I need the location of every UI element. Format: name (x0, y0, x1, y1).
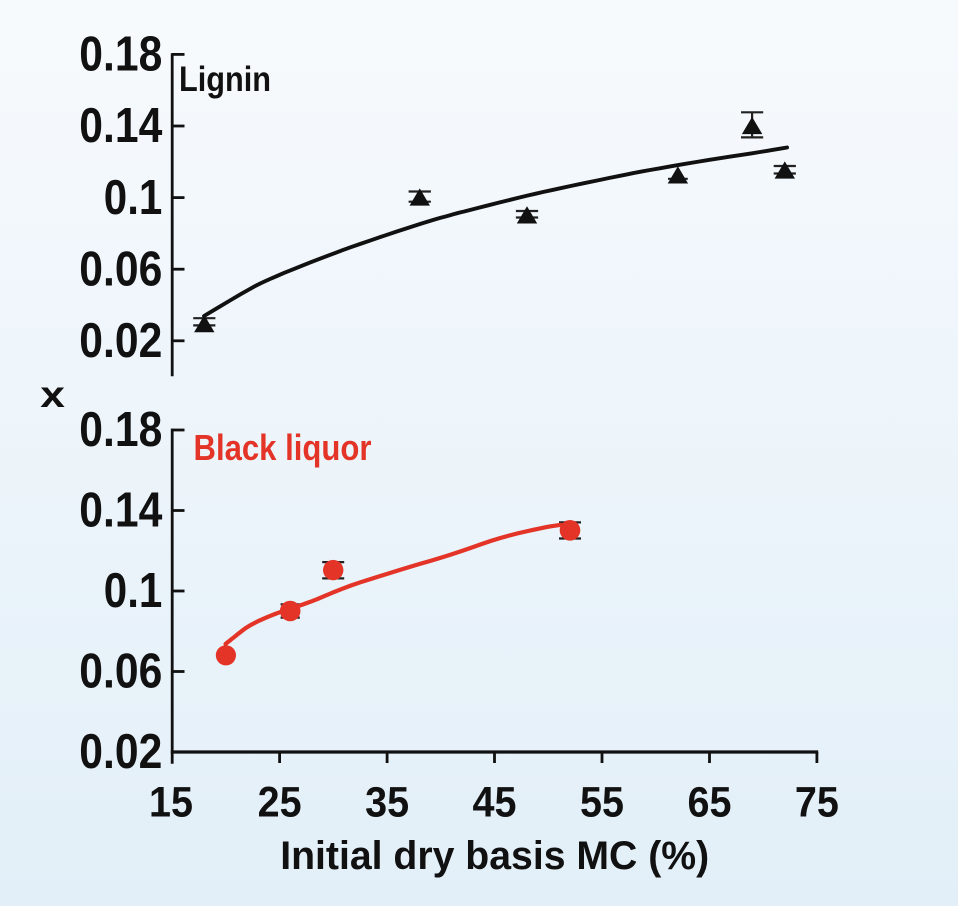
svg-text:0.1: 0.1 (104, 171, 163, 225)
svg-text:0.1: 0.1 (104, 564, 163, 618)
svg-text:65: 65 (688, 779, 732, 827)
svg-text:0.18: 0.18 (79, 403, 162, 457)
svg-text:35: 35 (365, 779, 409, 827)
svg-text:Black liquor: Black liquor (194, 427, 372, 468)
svg-text:15: 15 (149, 779, 193, 827)
svg-text:75: 75 (795, 779, 839, 827)
svg-text:0.02: 0.02 (79, 725, 162, 779)
svg-text:Lignin: Lignin (179, 60, 271, 99)
svg-text:0.14: 0.14 (79, 99, 162, 153)
svg-text:Initial dry basis MC (%): Initial dry basis MC (%) (280, 834, 709, 878)
svg-text:0.06: 0.06 (79, 645, 162, 699)
svg-text:55: 55 (580, 779, 624, 827)
svg-text:0.18: 0.18 (79, 28, 162, 82)
svg-text:45: 45 (473, 779, 517, 827)
svg-text:x: x (40, 373, 65, 415)
svg-text:0.02: 0.02 (79, 314, 162, 368)
svg-text:25: 25 (258, 779, 302, 827)
svg-text:0.14: 0.14 (79, 484, 162, 538)
svg-text:0.06: 0.06 (79, 242, 162, 296)
